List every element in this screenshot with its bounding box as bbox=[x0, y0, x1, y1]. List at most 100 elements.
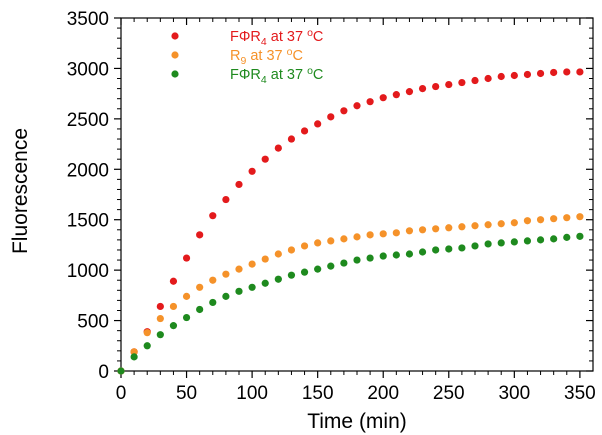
data-point bbox=[497, 72, 505, 81]
data-point bbox=[458, 244, 466, 252]
y-tick-label: 3000 bbox=[67, 59, 109, 80]
y-tick-label: 3500 bbox=[67, 9, 109, 30]
data-point bbox=[222, 195, 230, 204]
data-point bbox=[287, 135, 296, 143]
data-point bbox=[248, 260, 256, 268]
data-point bbox=[392, 251, 400, 259]
data-point bbox=[143, 342, 151, 350]
data-point bbox=[458, 223, 466, 231]
y-tick-label: 2500 bbox=[67, 110, 109, 131]
x-tick-label: 300 bbox=[498, 383, 530, 404]
data-point bbox=[209, 276, 217, 284]
data-point bbox=[484, 221, 492, 229]
data-point bbox=[261, 255, 269, 263]
data-point bbox=[550, 68, 558, 77]
data-point bbox=[366, 254, 374, 262]
y-tick-label: 500 bbox=[77, 312, 109, 333]
data-point bbox=[314, 265, 322, 273]
data-point bbox=[196, 283, 204, 291]
data-point bbox=[169, 277, 178, 285]
data-point bbox=[418, 226, 427, 234]
x-tick-label: 0 bbox=[116, 383, 127, 404]
x-tick-label: 200 bbox=[367, 383, 399, 404]
legend-label: FΦR4 at 37 oC bbox=[230, 27, 323, 48]
data-point bbox=[550, 215, 558, 223]
data-point bbox=[497, 220, 505, 228]
data-point bbox=[536, 69, 545, 78]
y-tick-label: 1500 bbox=[67, 211, 109, 232]
data-point bbox=[209, 212, 217, 220]
data-point bbox=[366, 231, 374, 239]
x-axis-ticks: 0 50 100 150 200 250 300 350 bbox=[116, 18, 596, 404]
data-point bbox=[235, 180, 243, 189]
data-point bbox=[235, 265, 243, 273]
axes bbox=[120, 17, 594, 372]
x-axis-title: Time (min) bbox=[307, 410, 407, 433]
data-point bbox=[418, 248, 427, 256]
data-point bbox=[471, 222, 479, 230]
data-point bbox=[261, 279, 269, 287]
data-point bbox=[379, 252, 387, 260]
data-point bbox=[274, 144, 282, 152]
data-point bbox=[536, 216, 545, 224]
y-tick-label: 1000 bbox=[67, 261, 109, 282]
data-point bbox=[366, 98, 374, 106]
x-tick-label: 350 bbox=[564, 383, 596, 404]
data-point bbox=[379, 230, 387, 238]
data-point bbox=[418, 85, 427, 93]
data-point bbox=[209, 298, 217, 307]
data-point bbox=[497, 239, 505, 247]
data-point bbox=[156, 302, 164, 311]
data-point bbox=[523, 237, 532, 245]
data-point bbox=[340, 107, 348, 115]
legend-marker bbox=[171, 32, 179, 40]
data-point bbox=[222, 292, 230, 300]
data-point bbox=[274, 275, 282, 283]
data-point bbox=[222, 270, 230, 278]
x-tick-label: 50 bbox=[176, 383, 197, 404]
data-point bbox=[379, 94, 387, 102]
data-point bbox=[445, 224, 453, 232]
data-point bbox=[563, 233, 571, 241]
data-point bbox=[300, 127, 309, 135]
data-point bbox=[550, 235, 558, 243]
data-point bbox=[130, 353, 138, 361]
data-point bbox=[156, 331, 164, 339]
data-point bbox=[314, 120, 322, 128]
data-point bbox=[484, 240, 492, 248]
data-point bbox=[327, 237, 335, 245]
legend-marker bbox=[171, 51, 179, 59]
data-point bbox=[235, 287, 243, 295]
data-point bbox=[510, 71, 518, 80]
x-tick-label: 250 bbox=[433, 383, 465, 404]
data-point bbox=[353, 102, 361, 110]
data-point bbox=[576, 68, 584, 76]
data-point bbox=[471, 76, 479, 85]
data-point bbox=[523, 217, 532, 225]
data-point bbox=[143, 329, 151, 337]
y-axis-ticks: 0 500 1000 1500 2000 2500 3000 3500 bbox=[67, 9, 593, 383]
data-point bbox=[458, 78, 466, 87]
data-point bbox=[300, 242, 309, 250]
data-point bbox=[432, 225, 440, 233]
legend-label: R9 at 37 oC bbox=[230, 46, 303, 67]
x-tick-label: 150 bbox=[302, 383, 334, 404]
data-point bbox=[182, 254, 191, 262]
legend-label: FΦR4 at 37 oC bbox=[230, 65, 323, 86]
data-point bbox=[156, 314, 164, 323]
data-point bbox=[169, 302, 178, 311]
data-point bbox=[327, 262, 335, 270]
data-point bbox=[300, 268, 309, 276]
data-point bbox=[471, 242, 479, 250]
series-3 bbox=[117, 232, 584, 375]
data-point bbox=[392, 229, 400, 237]
data-point bbox=[274, 250, 282, 258]
data-point bbox=[261, 155, 269, 163]
data-point bbox=[563, 68, 571, 76]
data-point bbox=[340, 259, 348, 267]
data-point bbox=[523, 70, 532, 79]
data-point bbox=[117, 367, 125, 375]
data-point bbox=[536, 236, 545, 244]
data-point bbox=[432, 82, 440, 91]
